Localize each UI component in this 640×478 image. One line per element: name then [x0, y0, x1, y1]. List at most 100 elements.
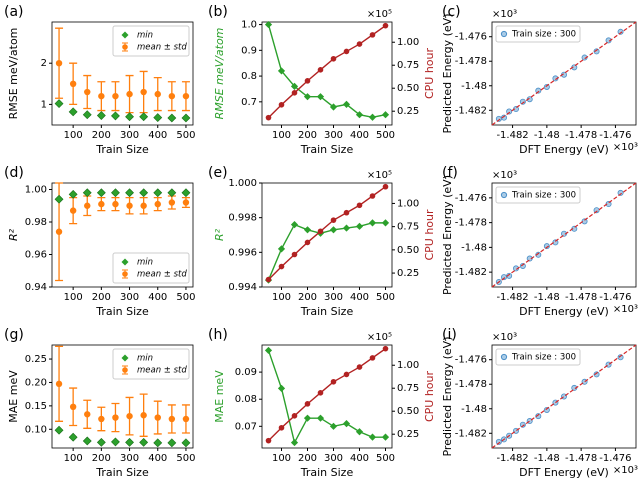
y2-tick-label: 1.00 — [397, 37, 419, 48]
mean-marker — [69, 207, 77, 214]
point — [543, 243, 550, 250]
y-tick-label: 1 — [41, 99, 47, 110]
point — [368, 219, 377, 227]
y-tick-label: -1.482 — [455, 428, 487, 439]
y2-axis-label: CPU hour — [423, 209, 436, 261]
point — [278, 424, 285, 431]
point — [369, 193, 376, 199]
point — [382, 345, 389, 352]
mean-marker — [55, 60, 63, 67]
x-tick-label: 300 — [120, 130, 139, 141]
point — [330, 55, 337, 62]
y-tick-label: -1.482 — [455, 267, 487, 278]
min-marker — [139, 188, 149, 198]
point — [368, 113, 377, 121]
legend-box — [495, 348, 581, 366]
x-tick-label: 400 — [148, 453, 167, 464]
point — [519, 98, 526, 105]
point — [617, 189, 624, 196]
y-axis-label: R² — [7, 228, 20, 241]
point — [535, 87, 542, 94]
min-marker — [125, 437, 134, 447]
legend-label: min — [137, 258, 153, 268]
mean-marker — [168, 92, 176, 100]
y-tick-label: -1.476 — [455, 193, 487, 204]
point — [343, 209, 350, 216]
point — [369, 32, 376, 38]
x-axis-label: Train Size — [95, 143, 149, 156]
y-tick-label: -1.478 — [455, 56, 487, 67]
x-tick-label: 400 — [350, 453, 369, 464]
y-axis-label: RMSE meV/atom — [7, 28, 20, 120]
point — [278, 263, 285, 270]
point — [355, 222, 364, 230]
x-tick-label: 200 — [92, 453, 111, 464]
x-offset-label: ×10³ — [613, 465, 638, 476]
panel-label: (c) — [442, 4, 461, 20]
y-tick-label: 0.10 — [25, 424, 47, 435]
point — [381, 219, 390, 227]
point — [593, 48, 600, 55]
point — [495, 438, 502, 445]
mean-marker — [168, 199, 176, 206]
mean-marker — [112, 92, 119, 100]
x-tick-label: 200 — [92, 130, 111, 141]
x-tick-label: -1.478 — [565, 453, 597, 464]
x-axis-label: Train Size — [300, 466, 354, 478]
x-tick-label: 300 — [324, 292, 343, 303]
legend-label: Train size : 300 — [511, 191, 576, 201]
y2-axis-label: CPU hour — [423, 370, 436, 422]
parity-line — [491, 21, 637, 126]
y-tick-label: -1.476 — [455, 355, 487, 366]
mean-marker — [126, 412, 133, 420]
point — [290, 438, 299, 447]
x-tick-label: 300 — [120, 292, 139, 303]
min-marker — [82, 110, 92, 120]
min-marker — [153, 188, 163, 198]
x-tick-label: -1.482 — [496, 453, 528, 464]
x-axis-label: DFT Energy (eV) — [519, 305, 609, 318]
x-tick-label: 100 — [272, 453, 291, 464]
point — [317, 390, 324, 396]
y-offset-label: ×10³ — [492, 170, 517, 181]
min-marker — [181, 438, 191, 448]
point — [317, 228, 324, 235]
legend-label: mean ± std — [137, 43, 187, 53]
y-tick-label: 0.08 — [235, 394, 257, 405]
point — [303, 226, 312, 234]
y-tick-label: 0.7 — [241, 97, 257, 108]
x-tick-label: 200 — [298, 130, 317, 141]
y2-tick-label: 0.25 — [397, 106, 419, 117]
y2-tick-label: 0.75 — [397, 222, 419, 233]
point — [303, 414, 312, 422]
x-tick-label: -1.482 — [496, 130, 528, 141]
y-tick-label: 0.09 — [235, 367, 257, 378]
x-tick-label: 100 — [64, 130, 83, 141]
mean-marker — [154, 414, 161, 421]
x-tick-label: 100 — [272, 292, 291, 303]
x-tick-label: 300 — [324, 130, 343, 141]
y-tick-label: -1.478 — [455, 379, 487, 390]
mean-marker — [154, 90, 161, 98]
x-axis-label: DFT Energy (eV) — [519, 143, 609, 156]
legend-marker — [121, 31, 129, 39]
plot-frame — [261, 21, 393, 126]
mean-marker — [112, 200, 119, 208]
point — [278, 101, 285, 108]
panel-label: (i) — [442, 327, 457, 343]
point — [303, 93, 312, 101]
legend-marker — [121, 354, 129, 362]
panel-label: (f) — [442, 165, 458, 181]
point — [316, 93, 325, 101]
point — [368, 433, 377, 441]
min-marker — [82, 436, 92, 446]
point — [329, 422, 338, 430]
legend-marker — [122, 44, 128, 50]
series-line — [267, 222, 386, 281]
plot-frame — [491, 182, 637, 288]
min-marker — [96, 188, 106, 198]
mean-marker — [98, 415, 105, 423]
x-tick-label: -1.482 — [496, 292, 528, 303]
legend-marker — [500, 30, 508, 38]
